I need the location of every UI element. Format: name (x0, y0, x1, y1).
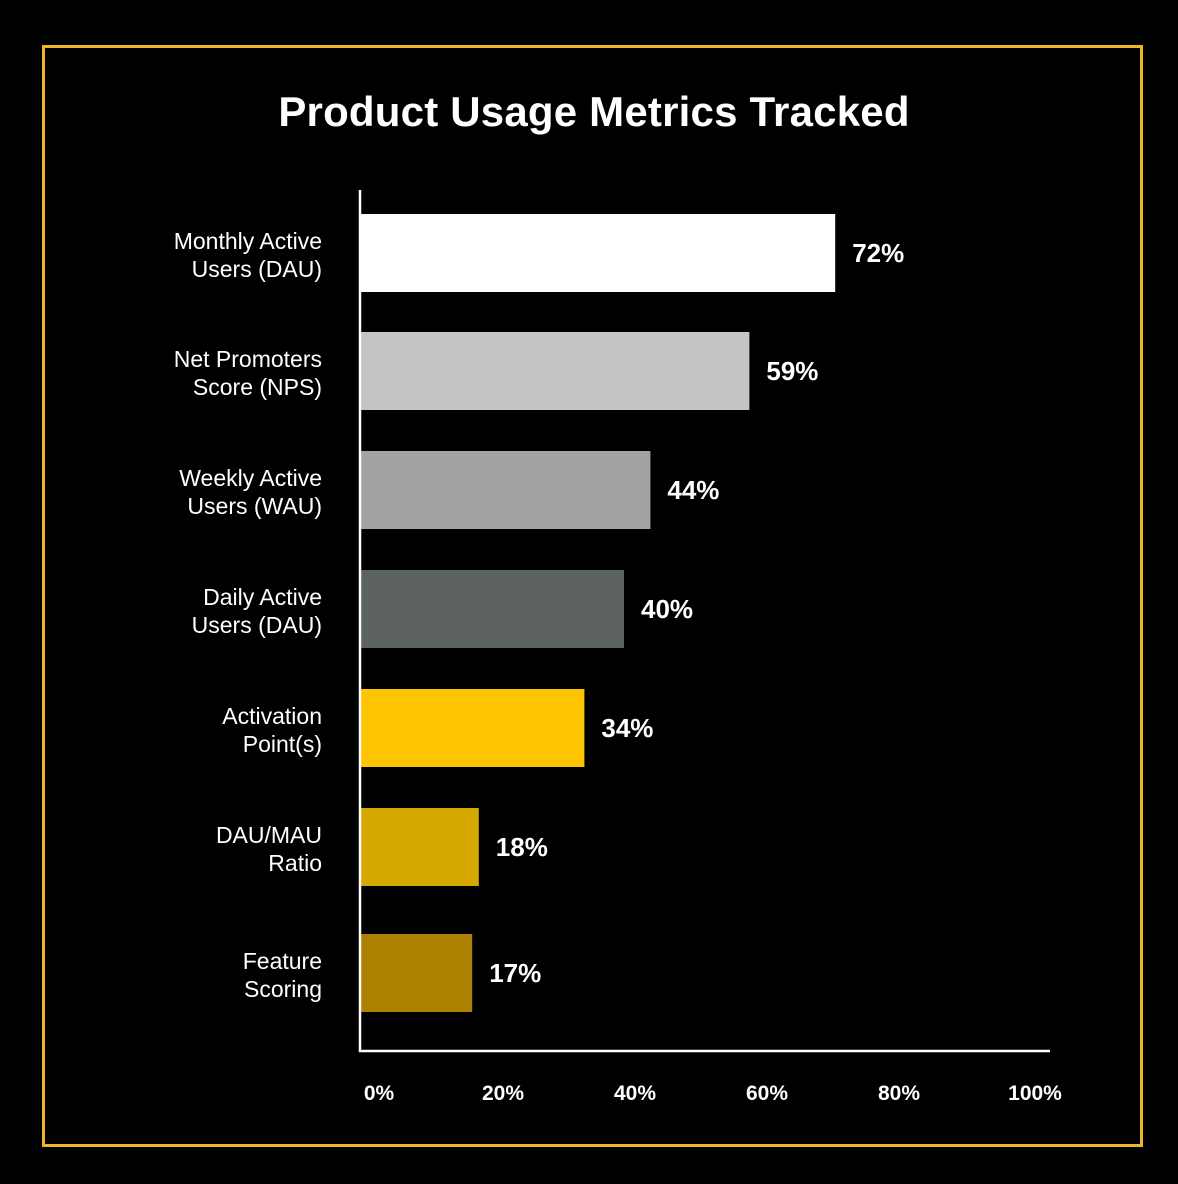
bar-2 (360, 451, 651, 529)
x-tick-label-1: 20% (481, 1082, 525, 1105)
category-label-0: Monthly Active Users (DAU) (173, 228, 322, 282)
chart-frame (42, 45, 1143, 1147)
category-label-1: Net Promoters Score (NPS) (173, 346, 322, 400)
value-label-0: 72% (852, 238, 905, 268)
value-label-3: 40% (641, 594, 694, 624)
bars-group (360, 214, 836, 1012)
category-label-3: Daily Active Users (DAU) (191, 584, 322, 638)
x-tick-label-4: 80% (877, 1082, 921, 1105)
category-label-4: Activation Point(s) (222, 703, 322, 757)
bar-5 (360, 808, 479, 886)
x-tick-label-0: 0% (363, 1082, 395, 1105)
value-label-5: 18% (495, 832, 548, 862)
value-label-1: 59% (766, 356, 819, 386)
x-tick-label-3: 60% (745, 1082, 789, 1105)
category-label-5: DAU/MAU Ratio (215, 822, 322, 876)
bar-4 (360, 689, 585, 767)
value-label-6: 17% (489, 958, 542, 988)
bar-3 (360, 570, 624, 648)
category-label-6: Feature Scoring (242, 948, 322, 1002)
bar-6 (360, 934, 473, 1012)
bar-0 (360, 214, 836, 292)
category-label-2: Weekly Active Users (WAU) (179, 465, 322, 519)
value-label-2: 44% (667, 475, 720, 505)
chart-title: Product Usage Metrics Tracked (278, 88, 910, 135)
x-tick-label-2: 40% (613, 1082, 657, 1105)
value-label-4: 34% (601, 713, 654, 743)
x-tick-label-5: 100% (1008, 1082, 1062, 1105)
bar-1 (360, 332, 750, 410)
